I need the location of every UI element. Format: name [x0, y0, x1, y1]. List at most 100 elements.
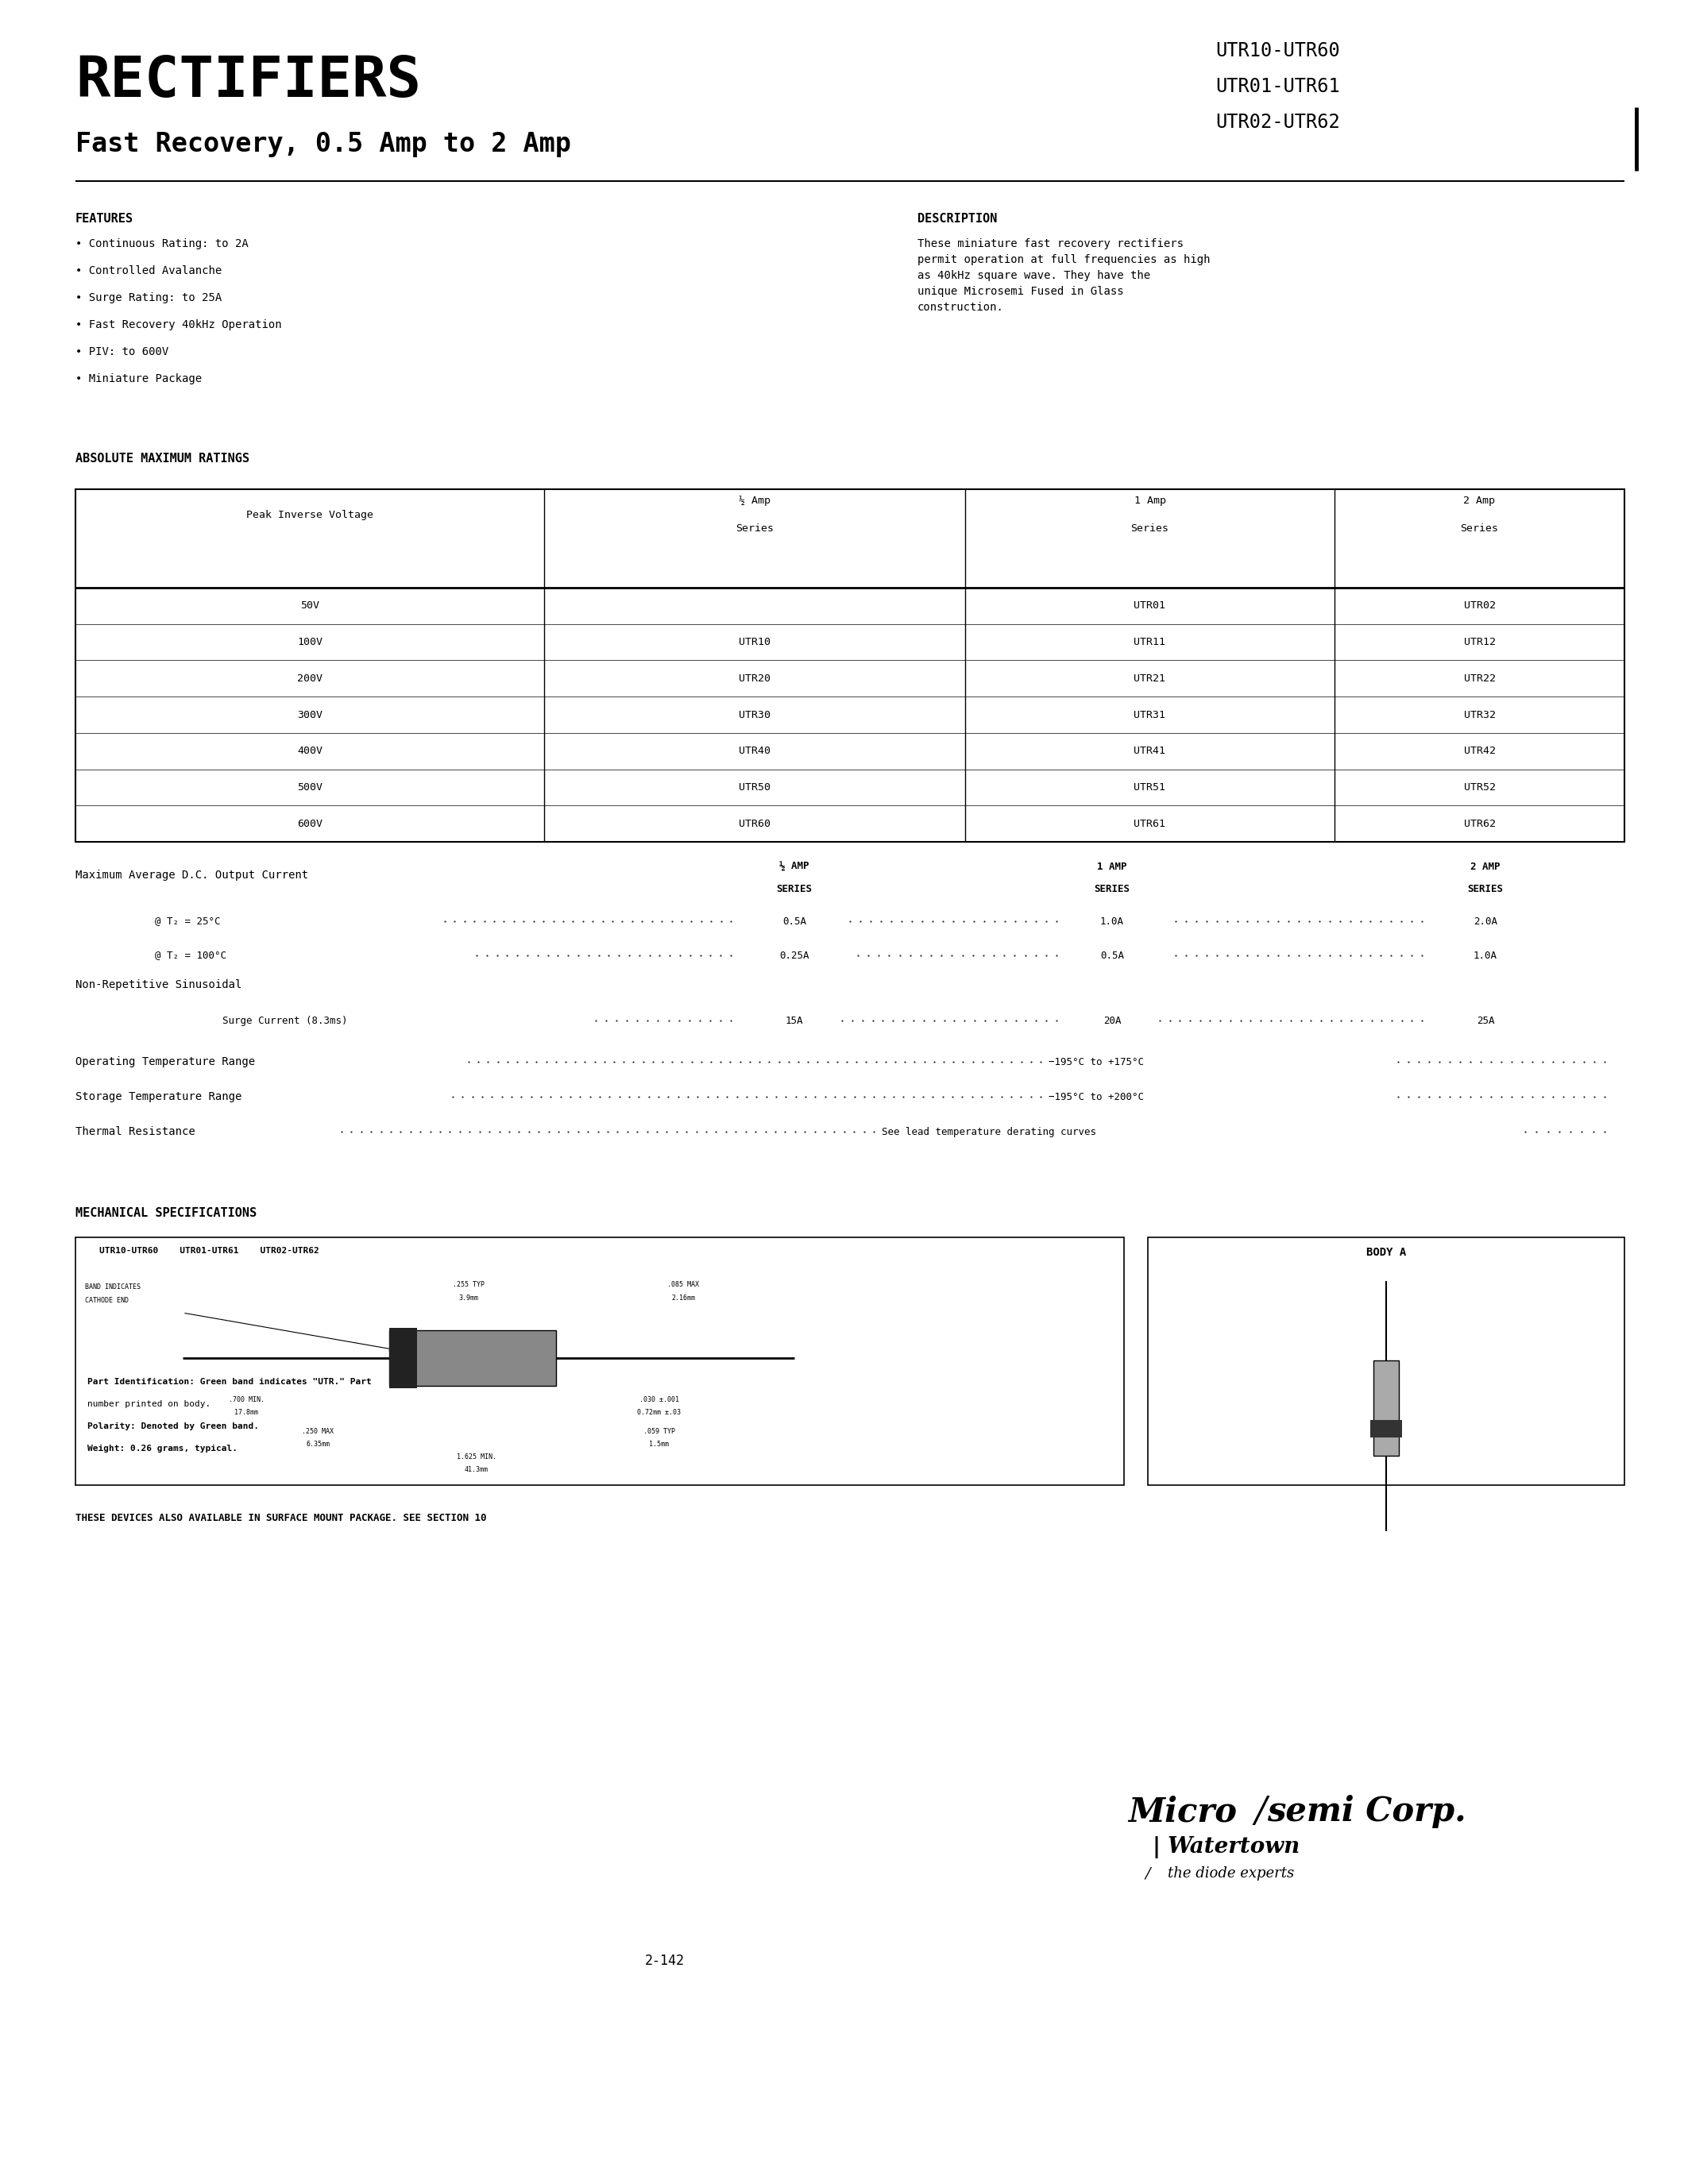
Text: Peak Inverse Voltage: Peak Inverse Voltage — [246, 509, 373, 520]
Text: .700 MIN.: .700 MIN. — [228, 1396, 263, 1404]
Text: 6.35mm: 6.35mm — [306, 1441, 329, 1448]
Text: 400V: 400V — [297, 747, 322, 756]
Bar — [390, 1328, 417, 1389]
Text: UTR10-UTR60    UTR01-UTR61    UTR02-UTR62: UTR10-UTR60 UTR01-UTR61 UTR02-UTR62 — [100, 1247, 319, 1256]
Text: .059 TYP: .059 TYP — [643, 1428, 675, 1435]
Text: number printed on body.: number printed on body. — [88, 1400, 211, 1409]
Text: UTR30: UTR30 — [739, 710, 770, 721]
Text: 1 AMP: 1 AMP — [1097, 863, 1128, 871]
Text: ABSOLUTE MAXIMUM RATINGS: ABSOLUTE MAXIMUM RATINGS — [76, 452, 250, 465]
Text: UTR51: UTR51 — [1134, 782, 1166, 793]
Text: • PIV: to 600V: • PIV: to 600V — [76, 347, 169, 358]
Bar — [1371, 1420, 1403, 1437]
Text: UTR10: UTR10 — [739, 638, 770, 646]
Text: 1.625 MIN.: 1.625 MIN. — [457, 1452, 496, 1461]
Text: 1.5mm: 1.5mm — [650, 1441, 668, 1448]
Text: 1 Amp: 1 Amp — [1134, 496, 1166, 505]
Text: See lead temperature derating curves: See lead temperature derating curves — [881, 1127, 1096, 1138]
Text: UTR42: UTR42 — [1463, 747, 1496, 756]
Text: UTR60: UTR60 — [739, 819, 770, 830]
Text: 15A: 15A — [785, 1016, 803, 1026]
Text: UTR10-UTR60: UTR10-UTR60 — [1215, 41, 1340, 61]
Text: 2 Amp: 2 Amp — [1463, 496, 1496, 505]
Text: 500V: 500V — [297, 782, 322, 793]
Text: FEATURES: FEATURES — [76, 212, 133, 225]
Text: 3.9mm: 3.9mm — [459, 1295, 479, 1302]
Text: DESCRIPTION: DESCRIPTION — [918, 212, 998, 225]
Text: 0.5A: 0.5A — [783, 915, 807, 926]
Bar — [1374, 1361, 1399, 1457]
Text: SERIES: SERIES — [776, 885, 812, 893]
Text: UTR32: UTR32 — [1463, 710, 1496, 721]
Text: @ T₂ = 25°C: @ T₂ = 25°C — [155, 915, 221, 926]
Text: @ T₂ = 100°C: @ T₂ = 100°C — [155, 950, 226, 961]
Text: SERIES: SERIES — [1467, 885, 1504, 893]
Text: BAND INDICATES: BAND INDICATES — [84, 1284, 140, 1291]
Text: UTR11: UTR11 — [1134, 638, 1166, 646]
Text: UTR31: UTR31 — [1134, 710, 1166, 721]
Text: .085 MAX: .085 MAX — [667, 1282, 699, 1289]
Text: 0.5A: 0.5A — [1101, 950, 1124, 961]
Text: Fast Recovery, 0.5 Amp to 2 Amp: Fast Recovery, 0.5 Amp to 2 Amp — [76, 131, 571, 157]
Text: 1.0A: 1.0A — [1474, 950, 1497, 961]
Text: .250 MAX: .250 MAX — [302, 1428, 334, 1435]
Bar — [76, 489, 1624, 841]
Text: • Fast Recovery 40kHz Operation: • Fast Recovery 40kHz Operation — [76, 319, 282, 330]
Text: Non-Repetitive Sinusoidal: Non-Repetitive Sinusoidal — [76, 978, 241, 989]
Text: 41.3mm: 41.3mm — [464, 1465, 488, 1474]
Text: ½ AMP: ½ AMP — [780, 863, 809, 871]
Text: MECHANICAL SPECIFICATIONS: MECHANICAL SPECIFICATIONS — [76, 1208, 257, 1219]
Text: UTR52: UTR52 — [1463, 782, 1496, 793]
Text: 600V: 600V — [297, 819, 322, 830]
Text: These miniature fast recovery rectifiers
permit operation at full frequencies as: These miniature fast recovery rectifiers… — [918, 238, 1210, 312]
Text: .030 ±.001: .030 ±.001 — [640, 1396, 679, 1404]
Text: UTR02: UTR02 — [1463, 601, 1496, 612]
Text: UTR21: UTR21 — [1134, 673, 1166, 684]
Text: SERIES: SERIES — [1094, 885, 1129, 893]
Text: UTR62: UTR62 — [1463, 819, 1496, 830]
Bar — [1148, 1238, 1624, 1485]
Text: UTR12: UTR12 — [1463, 638, 1496, 646]
Text: UTR41: UTR41 — [1134, 747, 1166, 756]
Text: UTR50: UTR50 — [739, 782, 770, 793]
Text: Series: Series — [736, 522, 773, 533]
Text: 1.0A: 1.0A — [1101, 915, 1124, 926]
Text: the diode experts: the diode experts — [1168, 1867, 1295, 1880]
Text: • Surge Rating: to 25A: • Surge Rating: to 25A — [76, 293, 221, 304]
Text: Maximum Average D.C. Output Current: Maximum Average D.C. Output Current — [76, 869, 309, 880]
Bar — [76, 1238, 1124, 1485]
Text: CATHODE END: CATHODE END — [84, 1297, 128, 1304]
Text: UTR22: UTR22 — [1463, 673, 1496, 684]
Text: Weight: 0.26 grams, typical.: Weight: 0.26 grams, typical. — [88, 1444, 238, 1452]
Text: .255 TYP: .255 TYP — [452, 1282, 484, 1289]
Text: 50V: 50V — [300, 601, 319, 612]
Text: Watertown: Watertown — [1168, 1837, 1300, 1859]
Text: 20A: 20A — [1104, 1016, 1121, 1026]
Text: 100V: 100V — [297, 638, 322, 646]
Text: Thermal Resistance: Thermal Resistance — [76, 1127, 196, 1138]
Text: UTR61: UTR61 — [1134, 819, 1166, 830]
Text: Series: Series — [1131, 522, 1168, 533]
Text: 2.16mm: 2.16mm — [672, 1295, 695, 1302]
Text: Part Identification: Green band indicates "UTR." Part: Part Identification: Green band indicate… — [88, 1378, 371, 1387]
Text: −195°C to +175°C: −195°C to +175°C — [1048, 1057, 1144, 1068]
Text: UTR02-UTR62: UTR02-UTR62 — [1215, 114, 1340, 131]
Text: THESE DEVICES ALSO AVAILABLE IN SURFACE MOUNT PACKAGE. SEE SECTION 10: THESE DEVICES ALSO AVAILABLE IN SURFACE … — [76, 1514, 486, 1522]
Text: Operating Temperature Range: Operating Temperature Range — [76, 1057, 255, 1068]
Text: semi Corp.: semi Corp. — [1268, 1795, 1467, 1828]
Text: 200V: 200V — [297, 673, 322, 684]
Text: UTR01-UTR61: UTR01-UTR61 — [1215, 76, 1340, 96]
Text: 0.72mm ±.03: 0.72mm ±.03 — [638, 1409, 682, 1415]
Text: /: / — [1146, 1867, 1151, 1880]
Text: • Controlled Avalanche: • Controlled Avalanche — [76, 264, 221, 277]
Text: UTR01: UTR01 — [1134, 601, 1166, 612]
Text: 17.8mm: 17.8mm — [235, 1409, 258, 1415]
Bar — [390, 1330, 555, 1387]
Text: Storage Temperature Range: Storage Temperature Range — [76, 1092, 241, 1103]
Text: • Miniature Package: • Miniature Package — [76, 373, 203, 384]
Text: /: / — [1256, 1795, 1268, 1830]
Text: 0.25A: 0.25A — [780, 950, 809, 961]
Text: • Continuous Rating: to 2A: • Continuous Rating: to 2A — [76, 238, 248, 249]
Text: BODY A: BODY A — [1366, 1247, 1406, 1258]
Text: Surge Current (8.3ms): Surge Current (8.3ms) — [223, 1016, 348, 1026]
